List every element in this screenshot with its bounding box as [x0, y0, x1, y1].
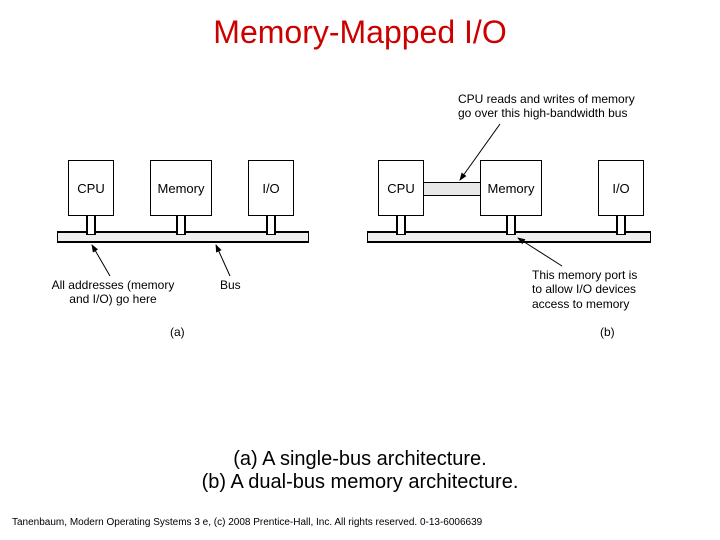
page-title: Memory-Mapped I/O: [0, 0, 720, 51]
memory-a-label: Memory: [158, 181, 205, 196]
figure-caption: (a) A single-bus architecture. (b) A dua…: [0, 448, 720, 494]
box-a-memory: Memory: [150, 160, 212, 216]
box-a-io: I/O: [248, 160, 294, 216]
footer-citation: Tanenbaum, Modern Operating Systems 3 e,…: [12, 517, 482, 528]
stem-b-cpu: [397, 214, 405, 234]
stem-a-mem: [177, 214, 185, 234]
box-b-memory: Memory: [480, 160, 542, 216]
annotation-a-bus: Bus: [220, 278, 241, 292]
io-a-label: I/O: [262, 181, 279, 196]
cpu-b-label: CPU: [387, 181, 414, 196]
box-b-io: I/O: [598, 160, 644, 216]
tag-b: (b): [600, 325, 615, 339]
architecture-diagram: CPU Memory I/O (a) All addresses (memory…: [40, 90, 680, 390]
annotation-b-bottom: This memory port is to allow I/O devices…: [532, 268, 672, 311]
bus-a-fill: [58, 233, 308, 241]
stem-a-io: [267, 214, 275, 234]
stem-b-mem: [507, 214, 515, 234]
box-a-cpu: CPU: [68, 160, 114, 216]
bus-b-fill: [368, 233, 650, 241]
tag-a: (a): [170, 325, 185, 339]
io-b-label: I/O: [612, 181, 629, 196]
stem-b-io: [617, 214, 625, 234]
hb-bus: [424, 182, 482, 196]
cpu-a-label: CPU: [77, 181, 104, 196]
memory-b-label: Memory: [488, 181, 535, 196]
box-b-cpu: CPU: [378, 160, 424, 216]
annotation-a-addresses: All addresses (memory and I/O) go here: [38, 278, 188, 307]
stem-a-cpu: [87, 214, 95, 234]
annotation-b-top: CPU reads and writes of memory go over t…: [458, 92, 668, 121]
